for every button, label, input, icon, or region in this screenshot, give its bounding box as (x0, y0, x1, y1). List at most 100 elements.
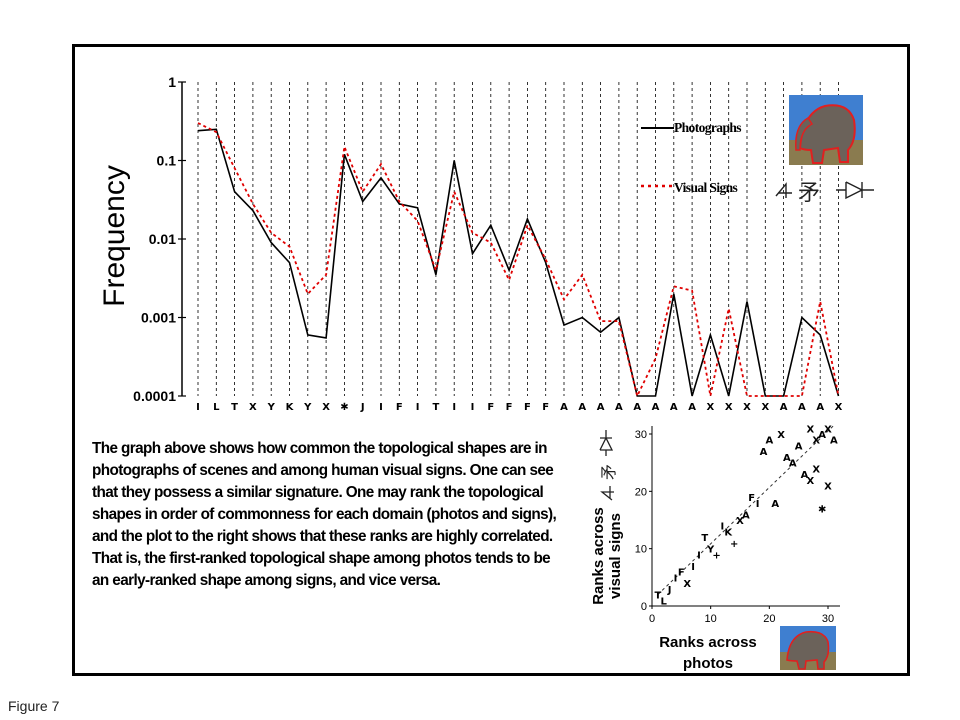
x-tick-glyph: F (396, 402, 403, 413)
rank-point: F (748, 493, 755, 504)
x-tick-glyph: A (670, 402, 678, 413)
rank-point: T (701, 533, 708, 544)
x-tick-glyph: F (487, 402, 494, 413)
rank-x-tick-label: 10 (705, 613, 717, 625)
rank-x-tick-label: 0 (649, 613, 655, 625)
rank-point: A (801, 470, 809, 481)
x-tick-glyph: F (524, 402, 531, 413)
rank-x-label-line2: photos (683, 655, 733, 672)
rank-point: A (830, 436, 838, 447)
x-tick-glyph: X (249, 402, 257, 413)
x-tick-glyph: X (835, 402, 843, 413)
y-tick-label: 0.0001 (133, 388, 176, 404)
frequency-y-ticks: 0.0001 0.001 0.01 0.1 1 (133, 74, 186, 404)
frequency-chart-legend: Photographs Visual Signs 矛 (641, 95, 874, 206)
rank-point: X (683, 579, 691, 590)
rank-point: A (783, 453, 791, 464)
rank-point: A (789, 459, 797, 470)
sign-a-icon (775, 182, 792, 198)
rank-sign-symbols: 矛 (599, 430, 618, 501)
visual-sign-symbols: 矛 (775, 181, 874, 206)
sign-glyph-icon: 矛 (798, 181, 820, 206)
x-tick-glyph: A (578, 402, 586, 413)
rank-point: F (678, 568, 685, 579)
frequency-x-tick-glyphs: I L T X Y K Y X ✱ J I F I T I I F F F F A A A A A A A A X X X X A A A X (196, 402, 843, 413)
rank-point: X (824, 424, 832, 435)
visual-signs-series-line (197, 122, 840, 399)
x-tick-glyph: A (615, 402, 623, 413)
frequency-chart-grid (197, 82, 839, 396)
rank-y-tick-label: 30 (635, 429, 647, 441)
legend-photographs-label: Photographs (674, 120, 741, 135)
sign-bowtie-icon (836, 181, 874, 200)
x-tick-glyph: X (707, 402, 715, 413)
x-tick-glyph: I (416, 402, 420, 413)
rank-y-tick-label: 20 (635, 486, 647, 498)
x-tick-glyph: X (322, 402, 330, 413)
x-tick-glyph: A (780, 402, 788, 413)
x-tick-glyph: K (286, 402, 295, 413)
x-tick-glyph: I (379, 402, 383, 413)
rank-point: Y (706, 545, 715, 556)
figure-caption: The graph above shows how common the top… (92, 440, 557, 589)
x-tick-glyph: A (597, 402, 605, 413)
rank-point: A (795, 441, 803, 452)
rank-point: I (674, 573, 678, 584)
x-tick-glyph: Y (303, 402, 312, 413)
elephant-photo-thumbnail-small (780, 626, 836, 670)
rank-point: X (777, 430, 785, 441)
rank-point: + (730, 539, 738, 550)
rank-point: X (807, 424, 815, 435)
figure-label: Figure 7 (8, 698, 60, 714)
x-tick-glyph: L (213, 402, 220, 413)
x-tick-glyph: F (506, 402, 513, 413)
x-tick-glyph: F (542, 402, 549, 413)
rank-point: + (712, 550, 720, 561)
elephant-photo-thumbnail (789, 95, 863, 165)
x-tick-glyph: I (452, 402, 456, 413)
figure-frame (72, 44, 910, 676)
x-tick-glyph: T (432, 402, 439, 413)
rank-y-label-line2: visual signs (607, 513, 624, 599)
svg-text:矛: 矛 (599, 464, 618, 480)
photographs-series-line (197, 128, 840, 397)
rank-point: A (765, 436, 773, 447)
frequency-y-label: Frequency (98, 165, 131, 307)
rank-trendline (657, 425, 835, 595)
x-tick-glyph: T (231, 402, 238, 413)
x-tick-glyph: A (688, 402, 696, 413)
x-tick-glyph: A (798, 402, 806, 413)
rank-point: I (721, 522, 725, 533)
x-tick-glyph: A (633, 402, 641, 413)
x-tick-glyph: A (652, 402, 660, 413)
x-tick-glyph: A (816, 402, 824, 413)
x-tick-glyph: ✱ (340, 402, 348, 413)
rank-point: J (667, 585, 672, 596)
rank-point: A (742, 510, 750, 521)
legend-visual-signs-label: Visual Signs (674, 180, 738, 195)
x-tick-glyph: X (761, 402, 769, 413)
rank-x-ticks: 0 10 20 30 (649, 606, 834, 625)
y-tick-label: 0.01 (149, 231, 176, 247)
y-tick-label: 0.001 (141, 310, 176, 326)
x-tick-glyph: X (725, 402, 733, 413)
rank-x-tick-label: 20 (763, 613, 775, 625)
rank-point: A (771, 499, 779, 510)
x-tick-glyph: I (196, 402, 200, 413)
rank-point: L (661, 596, 668, 607)
rank-x-tick-label: 30 (822, 613, 834, 625)
rank-y-ticks: 0 10 20 30 (635, 429, 652, 613)
y-tick-label: 1 (168, 74, 176, 90)
rank-point: K (724, 527, 733, 538)
y-tick-label: 0.1 (157, 153, 177, 169)
rank-point: X (812, 464, 820, 475)
rank-point: X (812, 436, 820, 447)
rank-point: T (654, 591, 661, 602)
rank-x-label-line1: Ranks across (659, 634, 757, 651)
x-tick-glyph: Y (267, 402, 276, 413)
rank-y-label-line1: Ranks across (590, 507, 607, 605)
